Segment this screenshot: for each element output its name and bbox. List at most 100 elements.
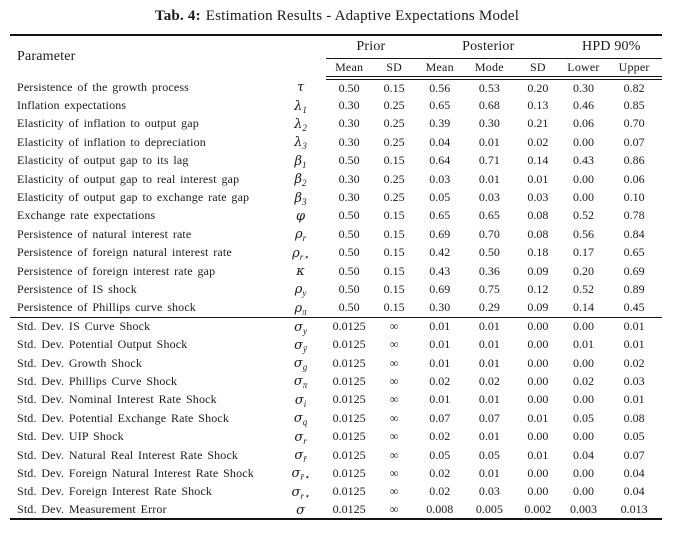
estimation-results-table: Parameter Prior Posterior HPD 90% Mean S… bbox=[10, 34, 662, 521]
value-cell: 0.50 bbox=[338, 208, 360, 223]
parameter-name: Exchange rate expectations bbox=[17, 208, 156, 223]
value-cell: 0.05 bbox=[572, 410, 594, 425]
table-row: Std. Dev. Foreign Interest Rate Shock σr⋆… bbox=[10, 483, 662, 501]
value-cell: 0.15 bbox=[383, 208, 405, 223]
value-cell: 0.15 bbox=[383, 153, 405, 168]
parameter-column-header: Parameter bbox=[17, 49, 76, 64]
value-cell: 0.52 bbox=[572, 281, 594, 296]
value-cell: 0.25 bbox=[383, 171, 405, 186]
value-cell: 0.46 bbox=[572, 98, 594, 113]
value-cell: 0.00 bbox=[527, 355, 549, 370]
value-cell: 0.64 bbox=[429, 153, 451, 168]
value-cell: 0.00 bbox=[560, 316, 607, 336]
value-cell: 0.01 bbox=[478, 171, 500, 186]
value-cell: 0.0125 bbox=[332, 447, 366, 462]
value-cell: 0.85 bbox=[623, 98, 645, 113]
table-row: Std. Dev. IS Curve Shock σy 0.0125 ∞ 0.01 0.0… bbox=[10, 316, 662, 336]
col-header-posterior-mode: Mode bbox=[463, 58, 516, 80]
value-cell: 0.17 bbox=[572, 245, 594, 260]
value-cell: 0.01 bbox=[415, 316, 464, 336]
value-cell: 0.00 bbox=[527, 337, 549, 352]
value-cell: 0.15 bbox=[383, 226, 405, 241]
table-row: Persistence of the growth process τ 0.50 0.… bbox=[10, 78, 662, 96]
value-cell: 0.15 bbox=[383, 281, 405, 296]
parameter-symbol: φ bbox=[295, 208, 306, 224]
parameter-symbol: ρπ bbox=[294, 300, 307, 317]
value-cell: 0.45 bbox=[623, 300, 645, 315]
table-caption: Tab. 4: Estimation Results - Adaptive Exp… bbox=[10, 8, 664, 25]
value-cell: 0.71 bbox=[478, 153, 500, 168]
value-cell: 0.05 bbox=[429, 190, 451, 205]
parameter-symbol: σg bbox=[293, 356, 308, 373]
value-cell: 0.20 bbox=[572, 263, 594, 278]
value-cell: 0.14 bbox=[527, 153, 549, 168]
value-cell: 0.00 bbox=[527, 484, 549, 499]
value-cell: 0.003 bbox=[569, 502, 597, 517]
value-cell: ∞ bbox=[389, 410, 399, 425]
value-cell: 0.75 bbox=[478, 281, 500, 296]
table-row: Std. Dev. Natural Real Interest Rate Sho… bbox=[10, 446, 662, 464]
col-header-posterior-mean: Mean bbox=[415, 58, 464, 80]
value-cell: 0.04 bbox=[572, 447, 594, 462]
parameter-name: Inflation expectations bbox=[17, 98, 127, 113]
value-cell: 0.29 bbox=[478, 300, 500, 315]
table-row: Std. Dev. Nominal Interest Rate Shock σi 0… bbox=[10, 391, 662, 409]
parameter-name: Persistence of foreign interest rate gap bbox=[17, 263, 216, 278]
value-cell: 0.30 bbox=[338, 98, 360, 113]
parameter-symbol: λ1 bbox=[294, 98, 307, 115]
value-cell: 0.0125 bbox=[332, 410, 366, 425]
value-cell: 0.25 bbox=[383, 190, 405, 205]
value-cell: 0.00 bbox=[572, 484, 594, 499]
value-cell: 0.02 bbox=[429, 429, 451, 444]
value-cell: 0.0125 bbox=[332, 373, 366, 388]
value-cell: 0.0125 bbox=[325, 316, 373, 336]
value-cell: 0.01 bbox=[572, 337, 594, 352]
value-cell: 0.0125 bbox=[332, 337, 366, 352]
value-cell: 0.01 bbox=[429, 392, 451, 407]
parameter-symbol: β2 bbox=[294, 172, 307, 189]
value-cell: 0.43 bbox=[429, 263, 451, 278]
value-cell: 0.02 bbox=[429, 484, 451, 499]
stddev-section: Std. Dev. IS Curve Shock σy 0.0125 ∞ 0.01 0.0… bbox=[10, 316, 662, 519]
value-cell: 0.0125 bbox=[332, 465, 366, 480]
parameter-symbol: κ bbox=[296, 264, 305, 280]
value-cell: 0.30 bbox=[338, 190, 360, 205]
table-row: Std. Dev. Foreign Natural Interest Rate … bbox=[10, 464, 662, 482]
parameter-symbol: σπ bbox=[293, 374, 308, 391]
table-row: Elasticity of output gap to exchange rat… bbox=[10, 188, 662, 206]
value-cell: 0.06 bbox=[572, 116, 594, 131]
parameter-symbol: β3 bbox=[294, 190, 307, 207]
value-cell: 0.39 bbox=[429, 116, 451, 131]
col-header-hpd-lower: Lower bbox=[560, 58, 607, 80]
value-cell: 0.30 bbox=[338, 171, 360, 186]
value-cell: 0.05 bbox=[429, 447, 451, 462]
value-cell: 0.01 bbox=[429, 355, 451, 370]
value-cell: 0.30 bbox=[572, 80, 594, 95]
value-cell: 0.00 bbox=[572, 190, 594, 205]
table-row: Std. Dev. Growth Shock σg 0.0125 ∞ 0.01 0.01 0… bbox=[10, 354, 662, 372]
value-cell: 0.02 bbox=[429, 465, 451, 480]
value-cell: 0.01 bbox=[478, 355, 500, 370]
value-cell: ∞ bbox=[389, 355, 399, 370]
hpd-group-header: HPD 90% bbox=[560, 35, 662, 59]
col-header-hpd-upper: Upper bbox=[606, 58, 662, 80]
col-header-prior-sd: SD bbox=[372, 58, 416, 80]
value-cell: ∞ bbox=[389, 465, 399, 480]
value-cell: ∞ bbox=[389, 447, 399, 462]
value-cell: 0.50 bbox=[338, 80, 360, 95]
table-row: Persistence of IS shock ρy 0.50 0.15 0.69 0.7… bbox=[10, 280, 662, 298]
caption-number: Tab. 4: bbox=[154, 8, 201, 24]
value-cell: 0.0125 bbox=[332, 355, 366, 370]
value-cell: 0.03 bbox=[478, 190, 500, 205]
value-cell: 0.03 bbox=[429, 171, 451, 186]
parameter-name: Persistence of Phillips curve shock bbox=[17, 300, 196, 315]
parameter-name: Persistence of foreign natural interest … bbox=[17, 245, 232, 260]
prior-group-header: Prior bbox=[325, 35, 416, 59]
value-cell: 0.01 bbox=[527, 171, 549, 186]
parameter-symbol: σȳ bbox=[294, 337, 307, 354]
parameter-name: Persistence of IS shock bbox=[17, 281, 137, 296]
value-cell: 0.18 bbox=[527, 245, 549, 260]
table-row: Exchange rate expectations φ 0.50 0.15 0.65 0… bbox=[10, 207, 662, 225]
value-cell: 0.15 bbox=[383, 245, 405, 260]
